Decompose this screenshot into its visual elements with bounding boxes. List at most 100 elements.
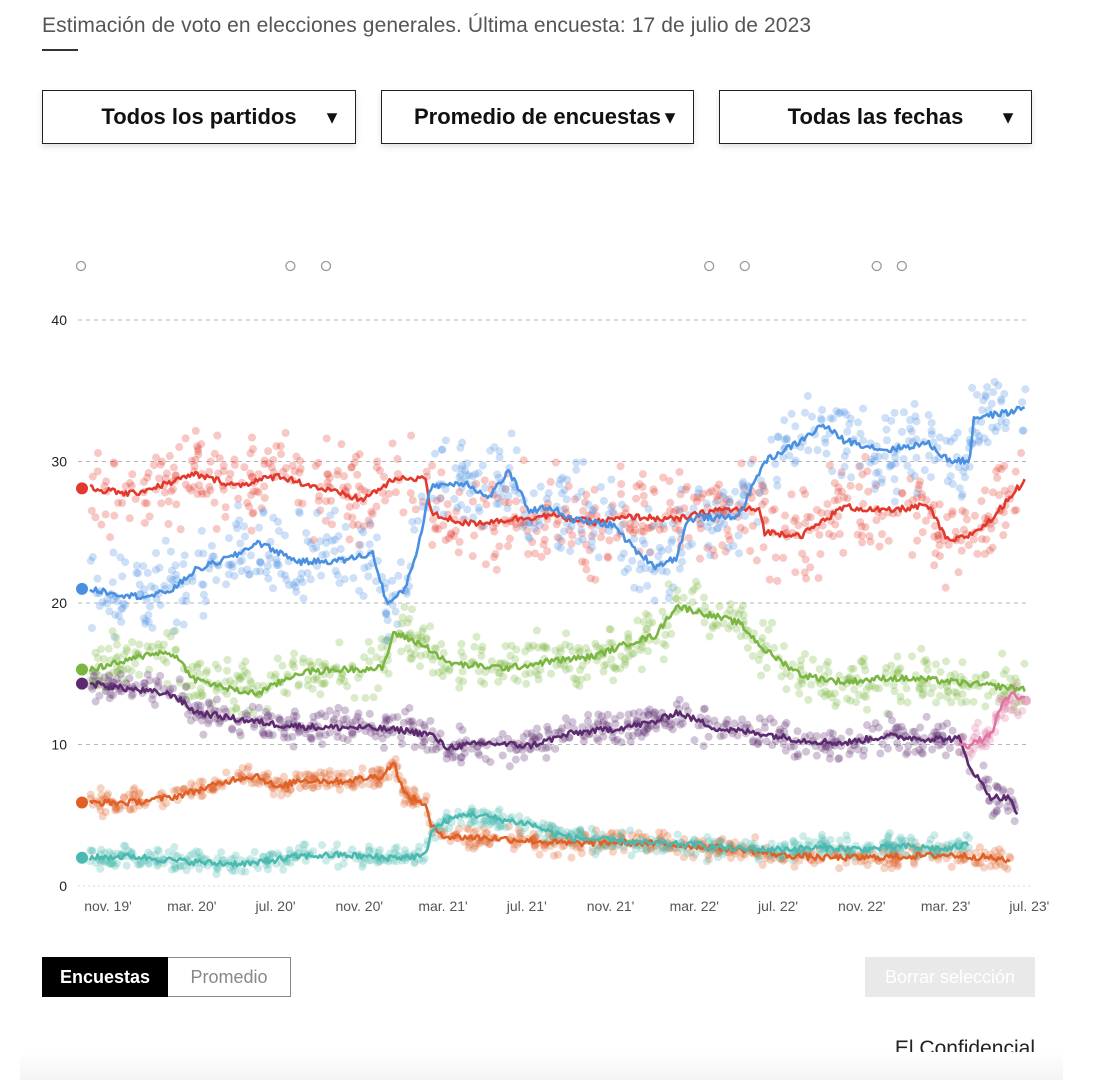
- poll-dot: [950, 670, 959, 679]
- poll-dot: [181, 480, 190, 489]
- poll-dot: [604, 510, 613, 519]
- poll-dot: [658, 847, 667, 856]
- poll-dot: [934, 741, 943, 750]
- poll-dot: [804, 695, 813, 704]
- poll-dot: [870, 457, 879, 466]
- poll-dot: [432, 496, 441, 505]
- poll-dot: [168, 576, 177, 585]
- poll-dot: [746, 459, 755, 468]
- poll-dot: [961, 473, 970, 482]
- poll-dot: [679, 853, 688, 862]
- poll-dot: [245, 502, 254, 511]
- poll-dot: [578, 661, 587, 670]
- poll-dot: [650, 710, 659, 719]
- poll-dot: [834, 409, 843, 418]
- poll-dot: [845, 420, 854, 429]
- poll-dot: [478, 642, 487, 651]
- poll-dot: [378, 734, 387, 743]
- poll-dot: [835, 864, 844, 873]
- poll-dot: [431, 525, 440, 534]
- poll-dot: [958, 658, 967, 667]
- poll-dot: [715, 491, 724, 500]
- poll-dot: [811, 838, 820, 847]
- poll-dot: [997, 397, 1006, 406]
- poll-dot: [172, 575, 181, 584]
- poll-dot: [452, 507, 461, 516]
- x-tick-label: mar. 20': [167, 898, 216, 914]
- poll-dot: [702, 857, 711, 866]
- view-toggle: Encuestas Promedio: [42, 957, 291, 997]
- poll-dot: [175, 678, 184, 687]
- poll-dot: [834, 487, 843, 496]
- poll-dot: [255, 523, 264, 532]
- poll-dot: [162, 799, 171, 808]
- poll-dot: [904, 437, 913, 446]
- poll-dot: [281, 464, 290, 473]
- poll-dot: [428, 494, 437, 503]
- poll-dot: [451, 464, 460, 473]
- event-marker: [739, 260, 750, 272]
- poll-dot: [828, 693, 837, 702]
- poll-dot: [857, 522, 866, 531]
- poll-dot: [143, 473, 152, 482]
- toggle-polls[interactable]: Encuestas: [42, 957, 168, 997]
- poll-dot: [406, 489, 415, 498]
- date-filter-dropdown[interactable]: Todas las fechas ▼: [719, 90, 1032, 144]
- poll-dot: [158, 457, 167, 466]
- poll-dot: [712, 849, 721, 858]
- poll-dot: [305, 657, 314, 666]
- poll-dot: [375, 780, 384, 789]
- poll-dot: [704, 855, 713, 864]
- party-filter-dropdown[interactable]: Todos los partidos ▼: [42, 90, 356, 144]
- poll-dot: [558, 473, 567, 482]
- poll-dot: [604, 553, 613, 562]
- poll-dot: [217, 848, 226, 857]
- poll-dot: [426, 651, 435, 660]
- poll-dot: [916, 684, 925, 693]
- poll-dot: [208, 786, 217, 795]
- poll-dot: [715, 602, 724, 611]
- poll-dot: [681, 485, 690, 494]
- poll-dot: [845, 750, 854, 759]
- poll-dot: [773, 576, 782, 585]
- poll-dot: [700, 618, 709, 627]
- poll-dot: [420, 723, 429, 732]
- poll-dot: [540, 523, 549, 532]
- poll-dot: [87, 506, 96, 515]
- poll-dot: [781, 524, 790, 533]
- poll-dot: [858, 538, 867, 547]
- method-filter-dropdown[interactable]: Promedio de encuestas ▼: [381, 90, 694, 144]
- poll-dot: [740, 526, 749, 535]
- poll-dot: [946, 671, 955, 680]
- poll-dot: [660, 524, 669, 533]
- poll-dot: [437, 468, 446, 477]
- poll-dot: [235, 728, 244, 737]
- poll-dot: [856, 429, 865, 438]
- poll-dot: [676, 720, 685, 729]
- poll-dot: [726, 853, 735, 862]
- poll-dot: [167, 566, 176, 575]
- poll-dot: [533, 724, 542, 733]
- poll-dot: [304, 770, 313, 779]
- event-marker: [320, 260, 332, 272]
- poll-dot: [377, 766, 386, 775]
- poll-dot: [646, 845, 655, 854]
- toggle-average[interactable]: Promedio: [168, 957, 291, 997]
- poll-dot: [903, 698, 912, 707]
- clear-selection-button[interactable]: Borrar selección: [865, 957, 1035, 997]
- poll-dot: [347, 728, 356, 737]
- poll-dot: [520, 753, 529, 762]
- poll-dot: [247, 472, 256, 481]
- poll-dot: [644, 710, 653, 719]
- poll-dot: [906, 833, 915, 842]
- poll-dot: [846, 414, 855, 423]
- poll-dot: [107, 677, 116, 686]
- poll-dot: [887, 864, 896, 873]
- poll-dot: [913, 489, 922, 498]
- poll-dot: [104, 644, 113, 653]
- poll-dot: [332, 840, 341, 849]
- poll-dot: [355, 586, 364, 595]
- poll-dot: [645, 705, 654, 714]
- poll-dot: [479, 824, 488, 833]
